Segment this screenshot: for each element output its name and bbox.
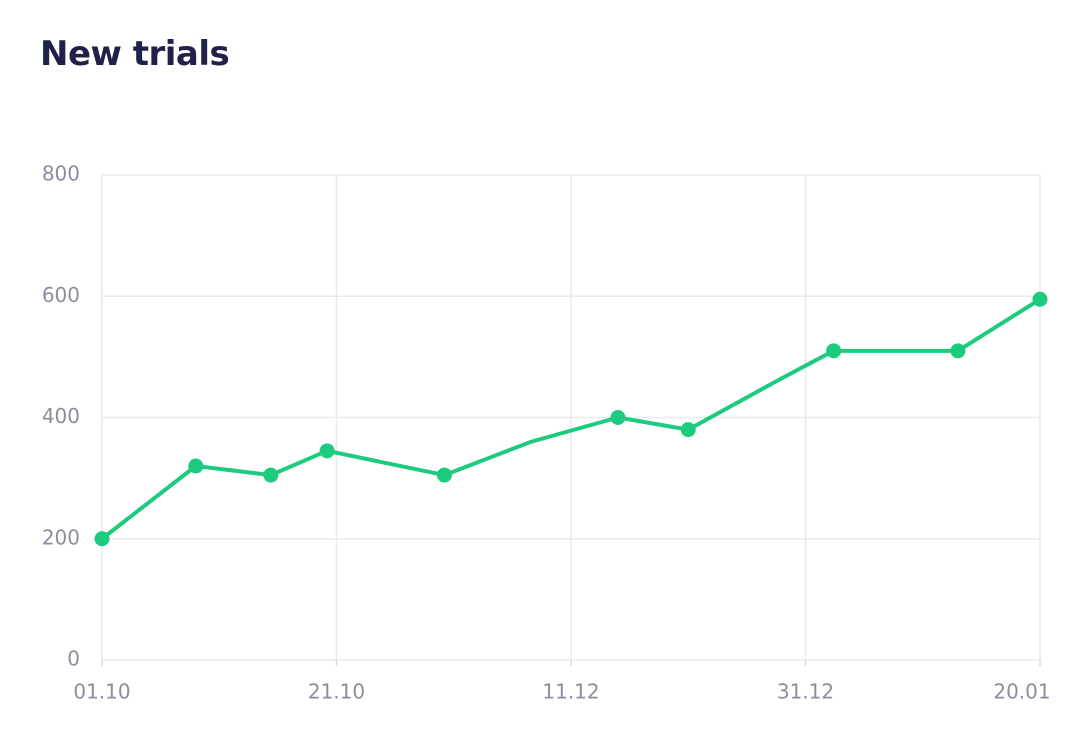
data-point[interactable] bbox=[826, 343, 842, 359]
y-tick-label: 0 bbox=[67, 647, 80, 671]
grid bbox=[101, 174, 1041, 666]
data-point[interactable] bbox=[436, 467, 452, 483]
y-tick-label: 800 bbox=[42, 162, 80, 186]
data-point[interactable] bbox=[610, 410, 626, 425]
series bbox=[94, 291, 1048, 547]
x-tick-label: 21.10 bbox=[308, 680, 365, 704]
y-tick-label: 600 bbox=[42, 283, 80, 307]
series-line bbox=[100, 297, 1042, 541]
chart-title: New trials bbox=[40, 34, 230, 74]
data-point[interactable] bbox=[1032, 291, 1048, 307]
data-point[interactable] bbox=[950, 343, 966, 359]
x-tick-label: 01.10 bbox=[73, 680, 130, 704]
y-tick-label: 400 bbox=[42, 404, 80, 428]
data-point[interactable] bbox=[680, 422, 696, 438]
x-tick-label: 11.12 bbox=[542, 680, 599, 704]
data-point[interactable] bbox=[263, 467, 279, 483]
x-tick-label: 20.01 bbox=[993, 680, 1050, 704]
data-point[interactable] bbox=[94, 531, 110, 547]
data-point[interactable] bbox=[319, 443, 335, 459]
y-axis-labels: 0 200 400 600 800 bbox=[42, 162, 80, 671]
data-point[interactable] bbox=[188, 458, 204, 474]
x-axis-labels: 01.10 21.10 11.12 31.12 20.01 bbox=[73, 680, 1050, 704]
y-tick-label: 200 bbox=[42, 525, 80, 549]
x-tick-label: 31.12 bbox=[777, 680, 834, 704]
